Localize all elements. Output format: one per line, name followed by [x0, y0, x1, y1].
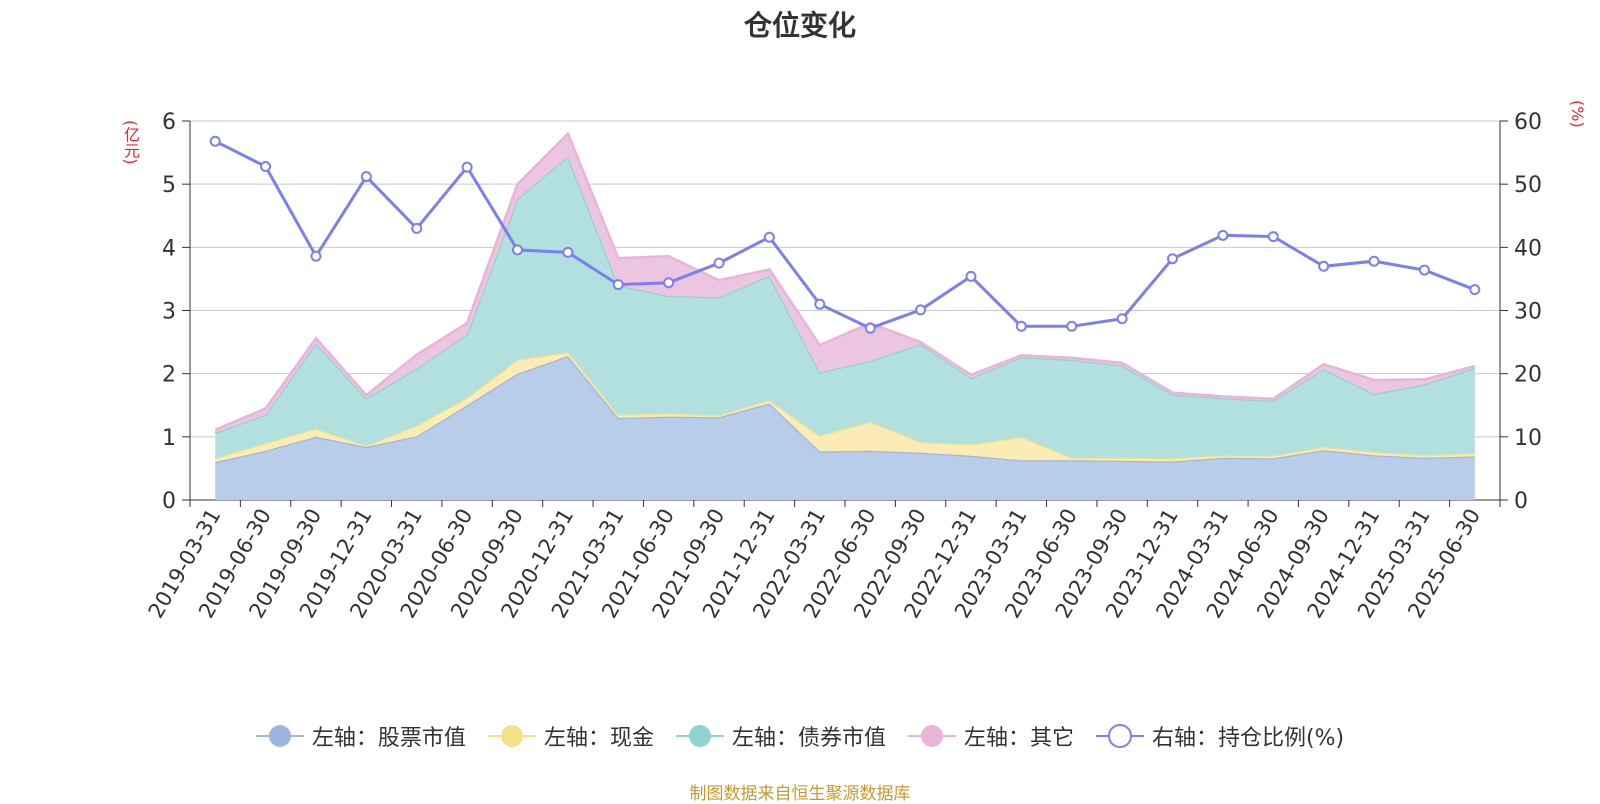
right-axis-tick-label: 40 — [1514, 236, 1542, 261]
legend-marker-dot — [688, 725, 711, 747]
ratio-point — [1267, 231, 1279, 243]
legend-item[interactable]: 左轴：其它 — [907, 720, 1074, 752]
area-series-0 — [215, 356, 1475, 500]
ratio-point — [965, 270, 977, 282]
ratio-point — [713, 257, 725, 269]
legend-marker-dot — [268, 725, 291, 747]
chart-plot: 0 01 102 203 304 405 506 602019-03-312019-06-30… — [144, 110, 1542, 622]
left-axis-tick-label: 1 — [162, 426, 176, 451]
left-axis-tick-label: 4 — [162, 236, 176, 261]
left-axis-tick-label: 0 — [162, 489, 176, 514]
right-axis-tick-label: 10 — [1514, 426, 1542, 451]
ratio-point — [612, 279, 624, 291]
data-source-note: 制图数据来自恒生聚源数据库 — [689, 784, 911, 804]
right-axis-tick-label: 60 — [1514, 110, 1542, 135]
ratio-point — [663, 277, 675, 289]
legend-marker-icon — [675, 725, 724, 747]
left-axis-tick-label: 6 — [162, 110, 176, 135]
ratio-point — [260, 160, 272, 172]
ratio-point — [1015, 320, 1027, 332]
ratio-point — [1167, 253, 1178, 265]
area-series-line-3 — [214, 131, 1476, 432]
ratio-point — [1368, 255, 1380, 267]
right-axis-tick-label: 0 — [1514, 489, 1528, 514]
right-axis-tick-label: 20 — [1514, 363, 1542, 388]
ratio-point — [360, 171, 372, 183]
ratio-point — [1418, 264, 1430, 276]
ratio-point — [209, 135, 221, 147]
legend-marker-icon — [255, 725, 304, 747]
ratio-point — [1116, 313, 1128, 325]
area-series-1 — [215, 352, 1475, 463]
legend-item[interactable]: 右轴：持仓比例(%) — [1095, 720, 1345, 752]
legend-label: 左轴：其它 — [963, 726, 1074, 751]
legend-marker-icon — [907, 725, 956, 747]
legend-label: 左轴：现金 — [543, 726, 654, 751]
legend-marker-icon — [487, 725, 536, 747]
ratio-point — [512, 244, 523, 256]
legend-label: 左轴：股票市值 — [311, 726, 466, 751]
right-axis-unit: (%) — [1568, 100, 1587, 128]
left-axis-tick-label: 5 — [162, 173, 176, 198]
ratio-point — [763, 231, 775, 243]
ratio-point — [562, 246, 574, 258]
ratio-point — [864, 322, 876, 334]
legend-label: 右轴：持仓比例(%) — [1151, 726, 1345, 751]
legend-marker-dot — [500, 725, 523, 747]
left-axis-unit: (亿元) — [121, 120, 140, 165]
chart-title: 仓位变化 — [743, 9, 856, 42]
chart-legend: 左轴：股票市值 左轴：现金 左轴：债券市值 左轴：其它 右轴：持仓比例(%) — [0, 720, 1600, 752]
right-axis-tick-label: 50 — [1514, 173, 1542, 198]
legend-item[interactable]: 左轴：股票市值 — [255, 720, 466, 752]
left-axis-tick-label: 2 — [162, 363, 176, 388]
legend-marker-dot — [1107, 724, 1132, 748]
area-series-2 — [215, 156, 1475, 459]
ratio-point — [1066, 320, 1078, 332]
legend-marker-dot — [920, 725, 943, 747]
ratio-point — [411, 222, 423, 234]
ratio-point — [915, 304, 927, 316]
ratio-point — [310, 250, 322, 262]
ratio-point — [1318, 260, 1330, 272]
ratio-point — [1469, 284, 1481, 296]
legend-marker-icon — [1095, 724, 1144, 748]
legend-label: 左轴：债券市值 — [731, 726, 886, 751]
right-axis-tick-label: 30 — [1514, 300, 1542, 325]
ratio-point — [1217, 229, 1229, 241]
legend-item[interactable]: 左轴：现金 — [487, 720, 654, 752]
legend-item[interactable]: 左轴：债券市值 — [675, 720, 886, 752]
ratio-line — [214, 139, 1476, 330]
left-axis-tick-label: 3 — [162, 300, 176, 325]
ratio-point — [814, 298, 826, 310]
ratio-point — [461, 161, 473, 173]
